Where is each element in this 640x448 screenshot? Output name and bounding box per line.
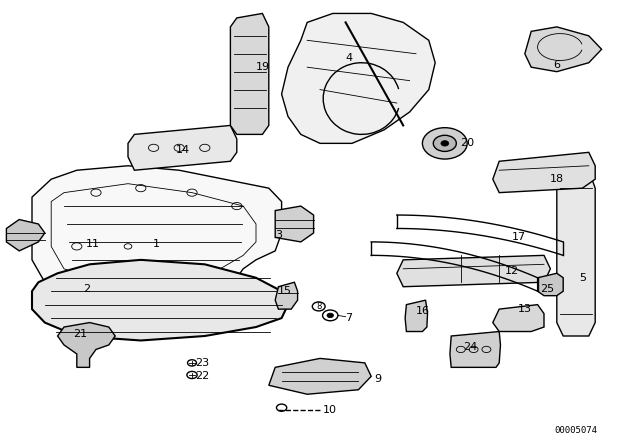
Polygon shape (557, 170, 595, 336)
Text: 25: 25 (540, 284, 554, 294)
Text: 8: 8 (316, 302, 321, 311)
Text: 19: 19 (255, 62, 269, 72)
Text: 6: 6 (554, 60, 560, 70)
Text: 1: 1 (154, 239, 160, 249)
Polygon shape (397, 255, 550, 287)
Text: 12: 12 (505, 266, 519, 276)
Text: 17: 17 (511, 233, 525, 242)
Polygon shape (538, 273, 563, 296)
Text: 20: 20 (460, 138, 474, 148)
Circle shape (422, 128, 467, 159)
Text: 22: 22 (195, 371, 209, 381)
Text: 15: 15 (278, 286, 292, 296)
Text: 00005074: 00005074 (554, 426, 598, 435)
Text: 11: 11 (86, 239, 100, 249)
Text: 9: 9 (374, 374, 381, 383)
Polygon shape (32, 166, 282, 318)
Text: 4: 4 (345, 53, 353, 63)
Text: 14: 14 (175, 145, 189, 155)
Polygon shape (493, 152, 595, 193)
Polygon shape (282, 13, 435, 143)
Polygon shape (450, 332, 500, 367)
Text: 10: 10 (323, 405, 337, 415)
Text: 13: 13 (518, 304, 532, 314)
Polygon shape (58, 323, 115, 367)
Text: 18: 18 (550, 174, 564, 184)
Circle shape (327, 313, 333, 318)
Text: 21: 21 (73, 329, 87, 339)
Polygon shape (32, 260, 288, 340)
Text: 2: 2 (83, 284, 90, 294)
Circle shape (441, 141, 449, 146)
Polygon shape (269, 358, 371, 394)
Text: 23: 23 (195, 358, 209, 368)
Text: 24: 24 (463, 342, 477, 352)
Text: 7: 7 (345, 313, 353, 323)
Polygon shape (230, 13, 269, 134)
Circle shape (433, 135, 456, 151)
Polygon shape (275, 282, 298, 309)
Text: 3: 3 (275, 230, 282, 240)
Polygon shape (493, 305, 544, 332)
Polygon shape (6, 220, 45, 251)
Polygon shape (128, 125, 237, 170)
Text: 16: 16 (415, 306, 429, 316)
Polygon shape (405, 300, 428, 332)
Polygon shape (275, 206, 314, 242)
Circle shape (323, 310, 338, 321)
Text: 5: 5 (579, 273, 586, 283)
Polygon shape (525, 27, 602, 72)
